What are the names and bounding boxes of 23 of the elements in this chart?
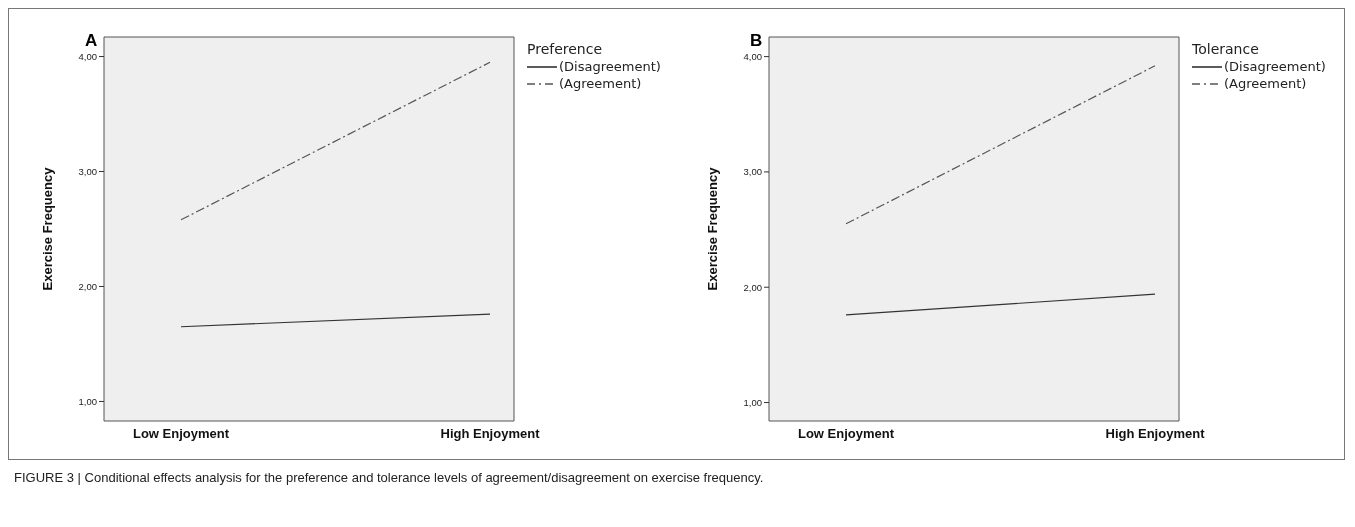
legend-label: (Disagreement)	[1224, 58, 1326, 75]
x-tick-label: Low Enjoyment	[797, 426, 895, 442]
x-tick-label: High Enjoyment	[440, 426, 541, 442]
y-tick-label: 1,00	[78, 395, 97, 407]
y-tick-label: 3,00	[78, 165, 97, 177]
legend-label: (Agreement)	[1224, 75, 1307, 92]
y-tick-label: 3,00	[743, 166, 762, 178]
y-axis-title: Exercise Frequency	[39, 166, 55, 291]
legend-title: Tolerance	[1192, 41, 1260, 58]
x-tick-label: Low Enjoyment	[132, 426, 230, 442]
y-tick-label: 1,00	[743, 396, 762, 408]
legend-label: (Disagreement)	[559, 58, 661, 75]
x-tick-label: High Enjoyment	[1105, 426, 1206, 442]
y-tick-label: 2,00	[78, 280, 97, 292]
y-tick-label: 4,00	[743, 50, 762, 62]
legend-title: Preference	[527, 41, 604, 58]
y-tick-label: 4,00	[78, 50, 97, 62]
caption: FIGURE 3 | Conditional effects analysis for the preference and tolerance levels of agreement/disagreement on exercise frequency.	[14, 470, 765, 485]
chart-title: B	[750, 31, 763, 51]
y-axis-title: Exercise Frequency	[704, 166, 720, 291]
chart-title: A	[85, 31, 98, 51]
y-tick-label: 2,00	[743, 281, 762, 293]
legend-label: (Agreement)	[559, 75, 642, 92]
